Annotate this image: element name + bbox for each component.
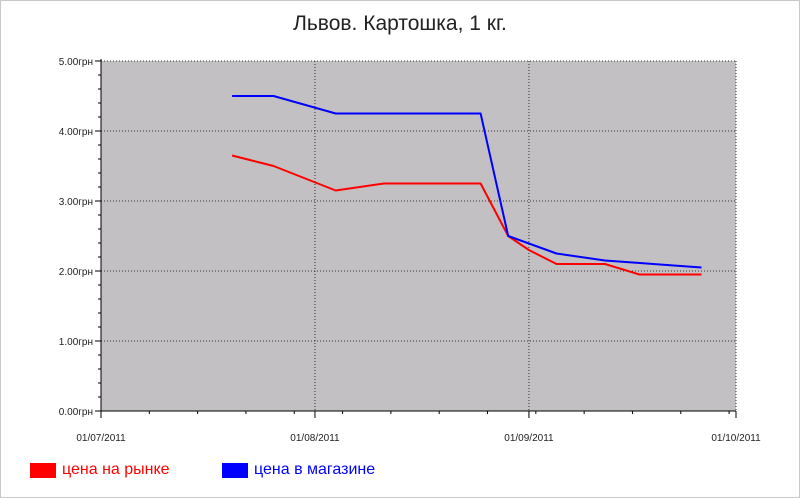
y-tick-label: 0.00грн — [59, 407, 93, 418]
legend-item-market: цена на рынке — [30, 459, 170, 481]
chart-title: Львов. Картошка, 1 кг. — [293, 12, 507, 35]
y-tick-label: 3.00грн — [59, 197, 93, 208]
plot-area — [101, 61, 736, 411]
x-tick-label: 01/08/2011 — [290, 433, 340, 444]
series-lines — [231, 95, 702, 276]
x-tick-label: 01/10/2011 — [711, 433, 761, 444]
axes — [95, 59, 737, 418]
y-tick-label: 5.00грн — [59, 57, 93, 68]
legend-label-store: цена в магазине — [254, 461, 376, 478]
x-tick-label: 01/09/2011 — [504, 433, 554, 444]
legend-item-store: цена в магазине — [222, 459, 375, 481]
legend-swatch-store — [222, 462, 248, 478]
series-line-market — [231, 154, 702, 276]
legend-label-market: цена на рынке — [62, 461, 170, 478]
grid-lines — [101, 60, 737, 411]
x-tick-label: 01/07/2011 — [76, 433, 126, 444]
legend-swatch-market — [30, 462, 56, 478]
y-tick-label: 4.00грн — [59, 127, 93, 138]
y-tick-label: 2.00грн — [59, 267, 93, 278]
y-tick-label: 1.00грн — [59, 337, 93, 348]
series-line-store — [232, 95, 702, 269]
tick-labels: 0.00грн 1.00грн 2.00грн 3.00грн 4.00грн 5.00г… — [59, 57, 761, 444]
